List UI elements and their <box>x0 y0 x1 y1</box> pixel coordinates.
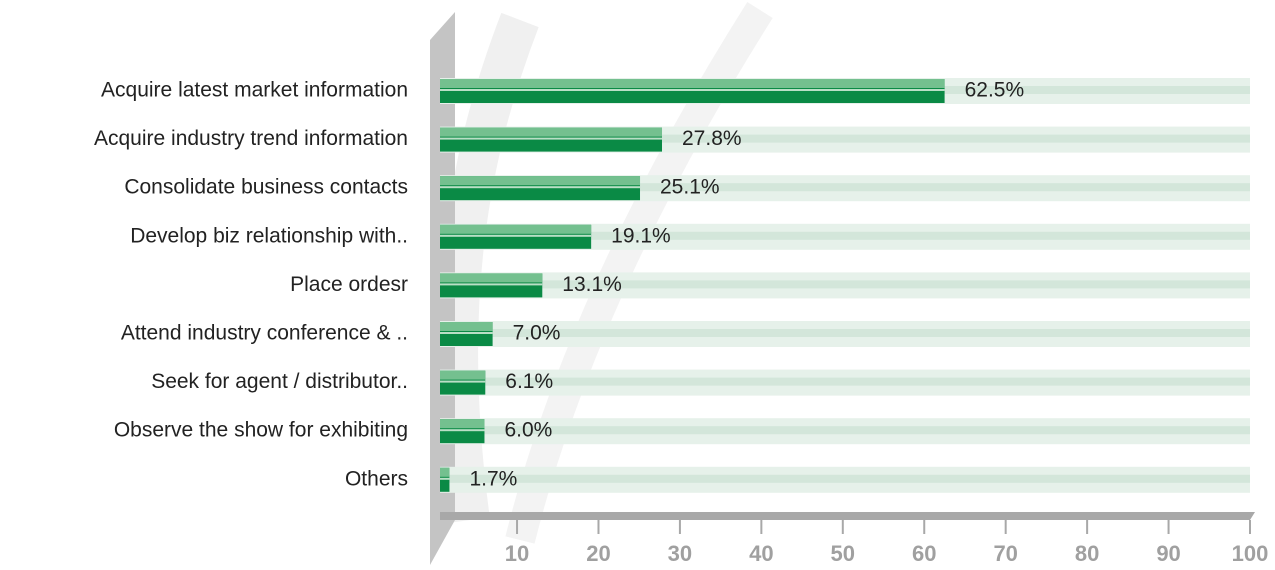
bar-stripe <box>440 283 542 285</box>
x-tick-label: 100 <box>1232 541 1269 566</box>
bar-stripe <box>440 235 591 237</box>
bar-stripe <box>440 89 945 91</box>
bar-highlight <box>440 176 640 185</box>
value-label: 6.1% <box>505 370 553 393</box>
x-tick-label: 60 <box>912 541 936 566</box>
x-tick-label: 80 <box>1075 541 1099 566</box>
x-tick-label: 30 <box>668 541 692 566</box>
bar-highlight <box>440 468 449 477</box>
x-tick-label: 40 <box>749 541 773 566</box>
bar-highlight <box>440 79 945 88</box>
category-label: Develop biz relationship with.. <box>130 224 408 247</box>
value-label: 27.8% <box>682 127 742 150</box>
bar-stripe <box>440 138 662 140</box>
track-stripe <box>440 475 1250 483</box>
track-stripe <box>440 329 1250 337</box>
value-label: 25.1% <box>660 176 720 199</box>
value-label: 7.0% <box>513 322 561 345</box>
category-label: Attend industry conference & .. <box>121 322 408 345</box>
x-tick-label: 20 <box>586 541 610 566</box>
x-tick-label: 10 <box>505 541 529 566</box>
x-tick-label: 50 <box>831 541 855 566</box>
axis-floor <box>440 512 1255 520</box>
chart: 10 20 30 40 50 60 70 80 90 100 Acquire latest mark… <box>0 0 1275 570</box>
value-label: 1.7% <box>469 467 517 490</box>
bar-highlight <box>440 225 591 234</box>
value-label: 19.1% <box>611 224 671 247</box>
track-stripe <box>440 378 1250 386</box>
value-label: 62.5% <box>965 79 1025 102</box>
bar-highlight <box>440 273 542 282</box>
x-tick-label: 90 <box>1156 541 1180 566</box>
bar-stripe <box>440 332 493 334</box>
bar-stripe <box>440 478 449 480</box>
category-label: Observe the show for exhibiting <box>114 419 408 442</box>
x-tick-label: 70 <box>993 541 1017 566</box>
bar-stripe <box>440 381 485 383</box>
bar-stripe <box>440 429 484 431</box>
category-label: Seek for agent / distributor.. <box>151 370 408 393</box>
category-label: Acquire latest market information <box>101 79 408 102</box>
value-label: 13.1% <box>562 273 622 296</box>
bar-highlight <box>440 128 662 137</box>
track-stripe <box>440 426 1250 434</box>
bar-highlight <box>440 371 485 380</box>
bar-highlight <box>440 419 484 428</box>
bar-stripe <box>440 186 640 188</box>
value-label: 6.0% <box>504 419 552 442</box>
category-label: Acquire industry trend information <box>94 127 408 150</box>
category-label: Others <box>345 467 408 490</box>
category-label: Place ordesr <box>290 273 408 296</box>
bar-highlight <box>440 322 493 331</box>
category-label: Consolidate business contacts <box>124 176 408 199</box>
